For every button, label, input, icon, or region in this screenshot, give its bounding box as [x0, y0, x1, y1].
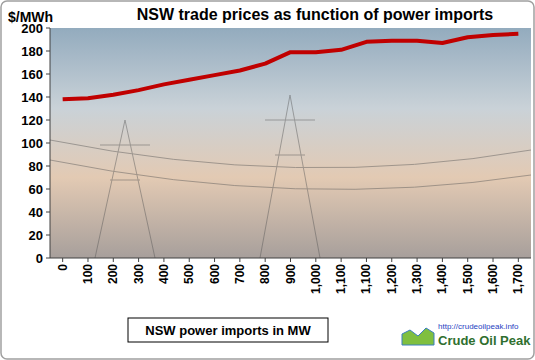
x-tick-label: 1,300: [410, 264, 424, 294]
x-axis-title: NSW power imports in MW: [145, 323, 311, 338]
y-tick-label: 0: [36, 251, 43, 266]
x-tick-label: 100: [81, 264, 95, 284]
x-tick: [265, 258, 266, 262]
source-url: http://crudeoilpeak.info: [438, 322, 519, 331]
y-tick: [46, 120, 50, 121]
x-axis: 0 100 200 300 400 500 600 700 800 900 1,000 1,100 1,…: [50, 258, 531, 294]
x-tick: [467, 258, 468, 262]
x-tick: [493, 258, 494, 262]
x-tick-label: 1,100: [359, 264, 373, 294]
y-tick-label: 140: [21, 90, 43, 105]
chart-container: 0 20 40 60 80 100 120 140 160 180 2000 100 200 300 400…: [0, 0, 535, 360]
logo-icon: [402, 328, 434, 345]
plot-background: [50, 28, 531, 258]
x-tick-label: 900: [284, 264, 298, 284]
y-tick-label: 180: [21, 44, 43, 59]
y-tick: [46, 212, 50, 213]
x-tick-label: 1,500: [461, 264, 475, 294]
x-tick: [239, 258, 240, 262]
x-tick: [315, 258, 316, 262]
series-group: [63, 34, 519, 100]
y-tick-label: 20: [29, 228, 43, 243]
x-tick: [189, 258, 190, 262]
y-tick-label: 80: [29, 159, 43, 174]
y-tick-label: 100: [21, 136, 43, 151]
x-tick-label: 400: [157, 264, 171, 284]
x-tick-label: 700: [233, 264, 247, 284]
background-pylons: [50, 95, 531, 258]
x-tick-label: 200: [106, 264, 120, 284]
y-tick-label: 40: [29, 205, 43, 220]
y-tick: [46, 258, 50, 259]
chart-title: NSW trade prices as function of power im…: [137, 6, 494, 23]
x-tick-label: 600: [208, 264, 222, 284]
y-tick-label: 60: [29, 182, 43, 197]
y-tick: [46, 143, 50, 144]
x-tick: [518, 258, 519, 262]
x-tick: [87, 258, 88, 262]
y-tick: [46, 166, 50, 167]
x-tick: [366, 258, 367, 262]
x-tick: [290, 258, 291, 262]
x-tick-label: 1,700: [511, 264, 525, 294]
y-tick-label: 160: [21, 67, 43, 82]
x-tick-label: 1,100: [334, 264, 348, 294]
y-tick: [46, 97, 50, 98]
x-tick: [417, 258, 418, 262]
x-axis-title-box: [128, 318, 328, 342]
y-tick: [46, 28, 50, 29]
y-tick-label: 120: [21, 113, 43, 128]
y-tick: [46, 189, 50, 190]
x-tick: [391, 258, 392, 262]
chart-svg: 0 20 40 60 80 100 120 140 160 180 2000 100 200 300 400…: [0, 0, 535, 360]
x-tick: [214, 258, 215, 262]
price-line: [63, 34, 519, 100]
x-tick-label: 0: [56, 264, 70, 271]
logo-text: Crude Oil Peak: [438, 333, 531, 348]
x-tick-label: 1,400: [435, 264, 449, 294]
y-tick: [46, 74, 50, 75]
x-tick: [341, 258, 342, 262]
x-tick: [62, 258, 63, 262]
x-tick-label: 300: [132, 264, 146, 284]
y-tick: [46, 235, 50, 236]
y-axis: 020406080100120140160180200: [21, 21, 50, 266]
x-tick: [113, 258, 114, 262]
y-tick: [46, 51, 50, 52]
x-tick-label: 1,600: [486, 264, 500, 294]
x-tick: [163, 258, 164, 262]
x-tick-label: 500: [182, 264, 196, 284]
x-tick-label: 1,200: [385, 264, 399, 294]
chart-frame: [1, 1, 534, 359]
x-tick-label: 1,000: [309, 264, 323, 294]
y-axis-title: $/MWh: [8, 9, 53, 25]
x-tick: [442, 258, 443, 262]
x-tick: [138, 258, 139, 262]
x-tick-label: 800: [258, 264, 272, 284]
